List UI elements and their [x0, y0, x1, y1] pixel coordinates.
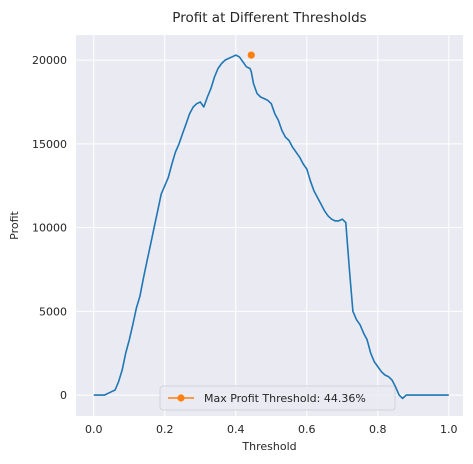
x-tick-labels: 0.0 0.2 0.4 0.6 0.8 1.0: [85, 423, 458, 436]
y-tick-label: 20000: [32, 54, 67, 67]
y-tick-labels: 0 5000 10000 15000 20000: [32, 54, 67, 402]
x-tick-label: 0.8: [369, 423, 387, 436]
x-tick-label: 0.4: [227, 423, 245, 436]
legend-marker: [177, 394, 185, 402]
profit-line: [93, 54, 449, 400]
legend-box: [159, 385, 396, 411]
x-tick-label: 0.0: [85, 423, 103, 436]
y-tick-label: 5000: [39, 305, 67, 318]
grid-lines: [76, 35, 463, 416]
y-axis-label: Profit: [8, 210, 21, 239]
max-profit-point: [247, 51, 255, 59]
series-layer: [93, 51, 449, 400]
y-tick-label: 0: [60, 389, 67, 402]
plot-background: [76, 35, 463, 416]
legend-label: Max Profit Threshold: 44.36%: [204, 392, 366, 405]
y-tick-label: 10000: [32, 222, 67, 235]
chart-title: Profit at Different Thresholds: [172, 10, 366, 26]
y-tick-label: 15000: [32, 138, 67, 151]
x-tick-label: 0.2: [156, 423, 174, 436]
x-axis-label: Threshold: [241, 440, 296, 453]
x-tick-label: 1.0: [440, 423, 458, 436]
legend: Max Profit Threshold: 44.36%: [159, 385, 396, 411]
x-tick-label: 0.6: [298, 423, 316, 436]
